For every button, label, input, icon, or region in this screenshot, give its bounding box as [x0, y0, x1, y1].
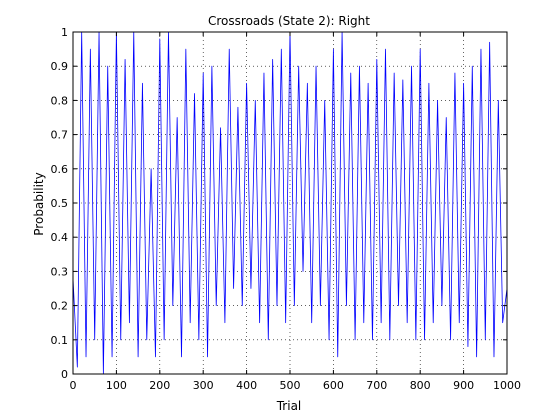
y-tick-label: 0.6 — [51, 163, 69, 176]
x-tick-label: 700 — [366, 379, 387, 392]
x-tick-label: 300 — [193, 379, 214, 392]
x-tick-label: 800 — [410, 379, 431, 392]
y-tick-label: 1 — [61, 26, 68, 39]
y-tick-label: 0.9 — [51, 60, 69, 73]
x-tick-label: 600 — [323, 379, 344, 392]
y-tick-label: 0.3 — [51, 265, 69, 278]
x-tick-label: 500 — [280, 379, 301, 392]
x-tick-label: 100 — [106, 379, 127, 392]
y-tick-label: 0.5 — [51, 197, 69, 210]
y-tick-label: 0.8 — [51, 94, 69, 107]
y-tick-label: 0.1 — [51, 334, 69, 347]
y-tick-label: 0.2 — [51, 300, 69, 313]
x-tick-label: 400 — [236, 379, 257, 392]
x-axis-label: Trial — [276, 399, 302, 413]
x-tick-label: 200 — [149, 379, 170, 392]
y-tick-label: 0.4 — [51, 231, 69, 244]
y-axis-label: Probability — [32, 172, 46, 235]
y-tick-label: 0.7 — [51, 129, 69, 142]
x-tick-label: 0 — [70, 379, 77, 392]
x-tick-label: 900 — [453, 379, 474, 392]
y-tick-label: 0 — [61, 368, 68, 381]
x-tick-label: 1000 — [493, 379, 521, 392]
chart-title: Crossroads (State 2): Right — [208, 14, 370, 28]
